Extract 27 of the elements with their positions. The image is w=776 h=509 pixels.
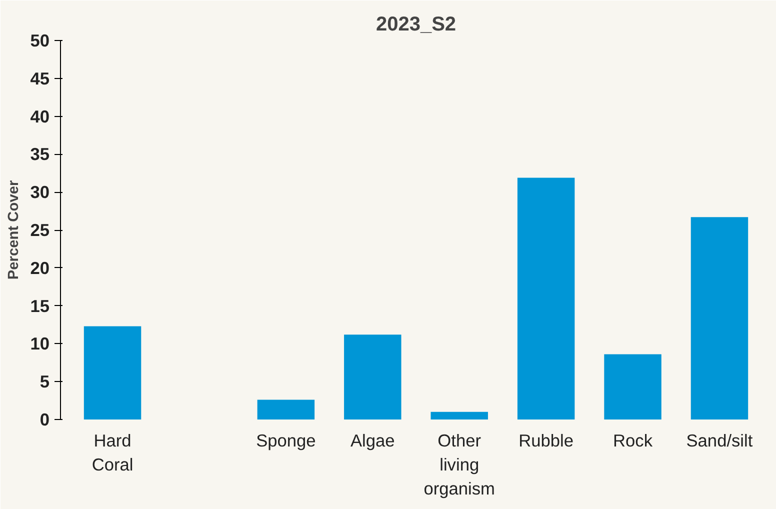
y-tick-label: 15	[30, 296, 50, 316]
bar	[257, 400, 315, 420]
y-tick-label: 35	[30, 144, 50, 164]
y-tick-label: 40	[30, 106, 50, 126]
y-tick-label: 5	[40, 372, 50, 392]
y-tick-label: 0	[40, 410, 50, 430]
x-tick-label: Algae	[350, 430, 395, 450]
y-tick-label: 20	[30, 258, 50, 278]
bar	[517, 178, 575, 420]
bar	[690, 217, 748, 420]
x-tick-label: Rock	[613, 430, 653, 450]
bar	[430, 412, 488, 420]
y-axis-title: Percent Cover	[6, 180, 22, 280]
x-tick-label: Hard Coral	[92, 430, 134, 474]
x-tick-label: Sand/silt	[686, 430, 753, 450]
y-tick-label: 25	[30, 220, 50, 240]
x-tick-label: Sponge	[256, 430, 316, 450]
chart-title: 2023_S2	[376, 14, 456, 36]
bar	[84, 326, 142, 420]
y-tick-label: 30	[30, 182, 50, 202]
bar	[604, 354, 662, 420]
y-tick-label: 50	[30, 30, 50, 50]
y-tick-label: 45	[30, 68, 50, 88]
bar	[344, 334, 402, 420]
x-tick-label: Rubble	[518, 430, 574, 450]
x-tick-label: Other living organism	[424, 430, 495, 498]
y-tick-label: 10	[30, 334, 50, 354]
